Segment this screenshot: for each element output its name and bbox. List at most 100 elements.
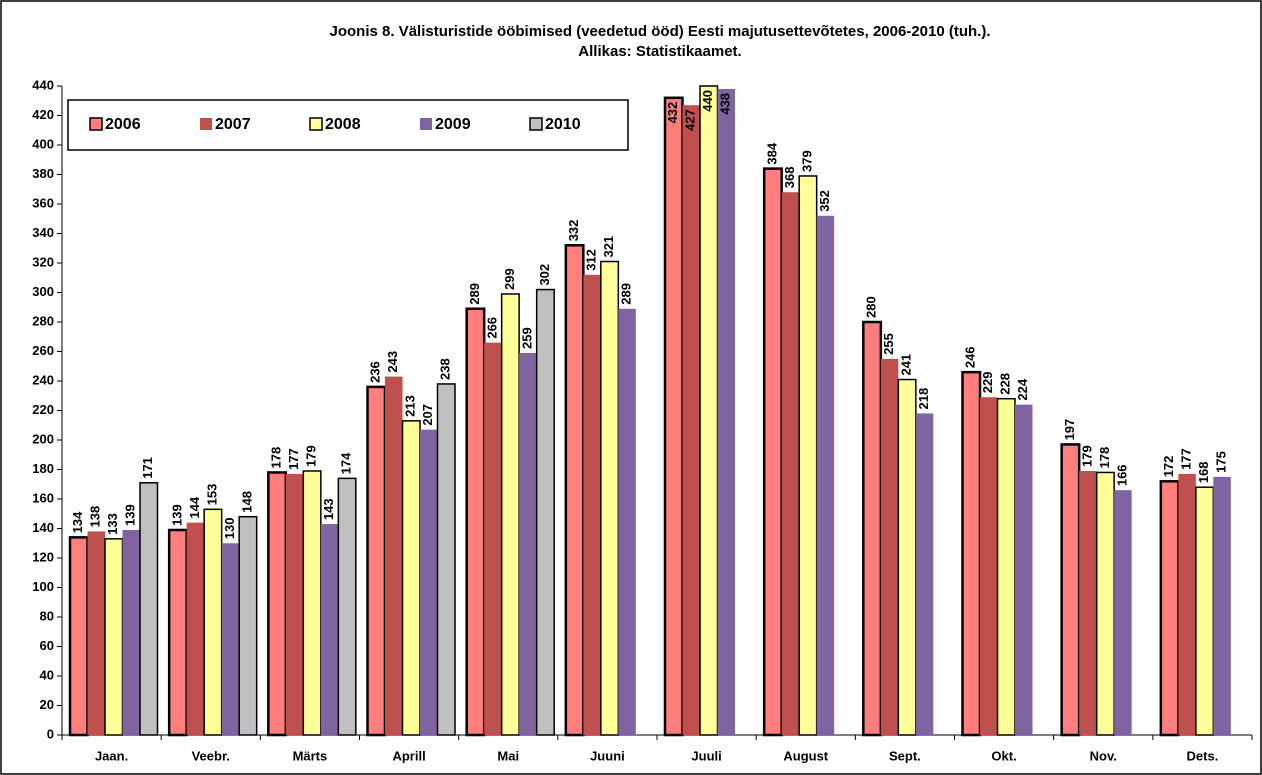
value-label: 168 <box>1196 461 1211 483</box>
bar <box>465 307 486 737</box>
value-label: 177 <box>286 448 301 470</box>
bar <box>781 192 800 735</box>
y-tick-label: 40 <box>40 667 54 682</box>
value-label: 236 <box>368 361 383 383</box>
value-label: 280 <box>864 296 879 318</box>
value-label: 229 <box>980 372 995 394</box>
legend-swatch <box>420 118 432 130</box>
bar <box>203 508 223 736</box>
y-tick-label: 200 <box>32 431 54 446</box>
value-label: 427 <box>683 109 698 131</box>
x-tick-label: Jaan. <box>95 748 128 763</box>
bar <box>122 529 140 735</box>
bar <box>238 515 258 736</box>
y-tick-label: 20 <box>40 697 54 712</box>
y-tick-label: 360 <box>32 195 54 210</box>
legend-swatch <box>89 117 103 131</box>
chart-subtitle: Allikas: Statistikaamet. <box>578 43 741 60</box>
value-label: 166 <box>1114 464 1129 486</box>
value-label: 218 <box>916 388 931 410</box>
bar <box>762 167 783 737</box>
bar <box>996 397 1016 736</box>
legend-label: 2007 <box>215 116 251 133</box>
value-label: 224 <box>1015 378 1030 400</box>
value-label: 143 <box>321 498 336 520</box>
bar <box>420 429 438 735</box>
value-label: 302 <box>537 264 552 286</box>
value-label: 259 <box>519 327 534 349</box>
y-tick-label: 440 <box>32 77 54 92</box>
value-label: 138 <box>88 506 103 528</box>
bar <box>1159 480 1180 737</box>
y-tick-label: 260 <box>32 343 54 358</box>
y-tick-label: 400 <box>32 136 54 151</box>
bar <box>401 420 421 736</box>
bar <box>267 471 288 737</box>
bar <box>320 524 339 735</box>
bar <box>915 413 934 735</box>
value-label: 197 <box>1062 419 1077 441</box>
value-label: 139 <box>123 504 138 526</box>
chart-title: Joonis 8. Välisturistide ööbimised (veed… <box>330 23 991 40</box>
value-label: 289 <box>619 283 634 305</box>
bar <box>535 288 555 736</box>
bar <box>798 175 818 736</box>
bar <box>1195 486 1215 736</box>
bar <box>167 528 188 737</box>
y-tick-label: 120 <box>32 549 54 564</box>
bar <box>1079 470 1097 735</box>
value-label: 438 <box>718 93 733 115</box>
bar <box>816 215 835 736</box>
bar <box>87 531 105 735</box>
value-label: 384 <box>764 142 779 164</box>
value-label: 174 <box>339 452 354 474</box>
value-label: 440 <box>700 90 715 112</box>
y-tick-label: 240 <box>32 372 54 387</box>
value-label: 213 <box>403 395 418 417</box>
value-label: 379 <box>799 150 814 172</box>
y-tick-label: 340 <box>32 225 54 240</box>
y-tick-label: 380 <box>32 166 54 181</box>
y-tick-label: 160 <box>32 490 54 505</box>
bar <box>385 376 403 735</box>
value-label: 130 <box>222 518 237 540</box>
bar <box>104 538 124 736</box>
x-tick-label: Aprill <box>392 748 425 763</box>
x-tick-label: Dets. <box>1187 748 1219 763</box>
bar <box>68 536 89 737</box>
bar <box>519 352 537 735</box>
y-tick-label: 220 <box>32 402 54 417</box>
value-label: 177 <box>1179 448 1194 470</box>
y-tick-label: 180 <box>32 461 54 476</box>
bar <box>897 378 917 736</box>
value-label: 148 <box>239 491 254 513</box>
legend-label: 2008 <box>325 116 361 133</box>
value-label: 321 <box>601 236 616 258</box>
x-tick-label: Juuli <box>691 748 721 763</box>
value-label: 266 <box>484 317 499 339</box>
value-label: 312 <box>584 249 599 271</box>
value-label: 207 <box>420 404 435 426</box>
y-tick-label: 100 <box>32 579 54 594</box>
bar <box>366 385 387 737</box>
legend-swatch <box>200 118 212 130</box>
bar <box>500 293 520 736</box>
y-tick-label: 320 <box>32 254 54 269</box>
bar <box>1015 404 1033 735</box>
bar <box>717 88 735 735</box>
value-label: 178 <box>1097 447 1112 469</box>
y-tick-label: 0 <box>47 726 54 741</box>
value-label: 246 <box>963 346 978 368</box>
bar <box>484 342 502 735</box>
legend-label: 2010 <box>545 116 581 133</box>
value-label: 228 <box>998 373 1013 395</box>
bar <box>1095 471 1115 736</box>
bar <box>221 543 240 735</box>
value-label: 241 <box>899 354 914 376</box>
bar <box>663 96 684 737</box>
bar <box>862 320 883 737</box>
bar <box>1114 490 1132 735</box>
value-label: 171 <box>140 457 155 479</box>
value-label: 139 <box>169 504 184 526</box>
